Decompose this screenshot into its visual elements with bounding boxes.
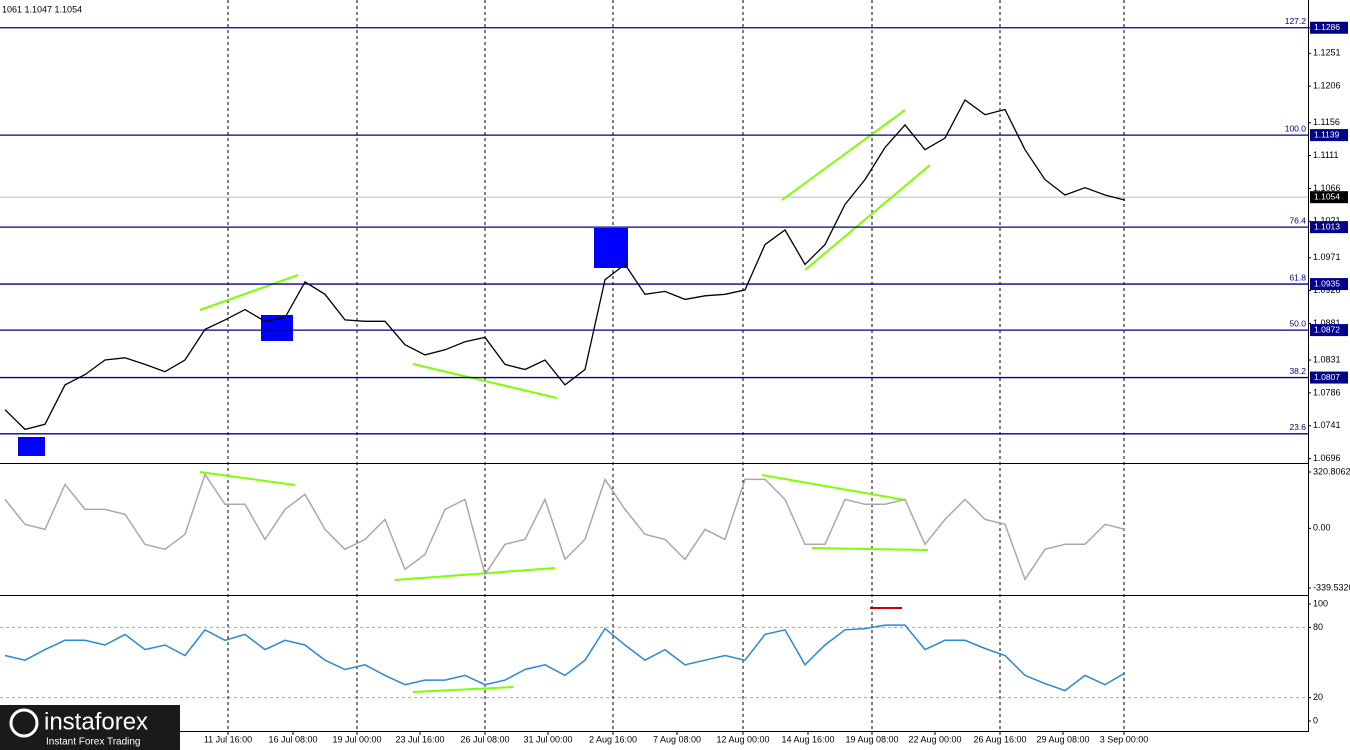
x-tick-label: 19 Aug 08:00	[845, 734, 898, 744]
trend-line	[199, 274, 299, 311]
x-tick-label: 14 Aug 16:00	[781, 734, 834, 744]
trend-line	[412, 363, 558, 399]
x-tick-label: 11 Jul 16:00	[204, 734, 252, 744]
y-tick-label: 1.0831	[1313, 354, 1341, 364]
level-badge	[1310, 324, 1348, 337]
level-badge-label: 1.0935	[1314, 278, 1340, 288]
x-tick-label: 16 Jul 08:00	[268, 734, 317, 744]
watermark-tagline: Instant Forex Trading	[46, 737, 141, 748]
x-tick-label: 26 Jul 08:00	[460, 734, 509, 744]
x-tick-label: 23 Jul 16:00	[395, 734, 444, 744]
watermark-brand: instaforex	[44, 708, 148, 735]
level-badge-label: 1.0807	[1314, 372, 1340, 382]
pattern-box	[18, 437, 45, 456]
y-tick-label: 100	[1313, 598, 1328, 608]
fib-label: 61.8	[1289, 272, 1306, 282]
divergence-lines	[199, 109, 931, 693]
level-badge	[1310, 278, 1348, 291]
y-tick-label: -339.5320	[1313, 582, 1350, 592]
x-tick-label: 3 Sep 00:00	[1100, 734, 1149, 744]
y-tick-label: 1.0741	[1313, 420, 1341, 430]
level-badge-label: 1.1286	[1314, 22, 1340, 32]
fib-label: 76.4	[1289, 215, 1306, 225]
y-tick-label: 1.0696	[1313, 453, 1341, 463]
header: 1061 1.1047 1.1054	[2, 4, 82, 14]
watermark: instaforex Instant Forex Trading	[0, 705, 180, 750]
level-badge-label: 1.1013	[1314, 221, 1340, 231]
level-badge	[1310, 221, 1348, 234]
x-tick-label: 22 Aug 00:00	[908, 734, 961, 744]
last-price-badge	[1310, 191, 1348, 204]
y-tick-label: 1.1206	[1313, 81, 1341, 91]
grid	[0, 0, 1308, 731]
trend-line	[781, 109, 906, 201]
trend-line	[394, 567, 556, 581]
fib-label: 100.0	[1285, 123, 1307, 133]
series-line	[4, 99, 1126, 431]
level-badge	[1310, 371, 1348, 384]
series-line	[4, 472, 1126, 581]
y-tick-label: 320.8062	[1313, 466, 1350, 476]
plot: 1.12861.12511.12061.11561.11111.10661.10…	[0, 16, 1350, 744]
last-price-label: 1.1054	[1314, 191, 1340, 201]
y-tick-label: 0.00	[1313, 523, 1331, 533]
y-tick-label: 20	[1313, 692, 1323, 702]
y-tick-label: 0	[1313, 715, 1318, 725]
fib-label: 127.2	[1285, 16, 1307, 26]
x-tick-label: 7 Aug 08:00	[653, 734, 701, 744]
watermark-logo	[9, 708, 39, 738]
y-tick-label: 1.1251	[1313, 48, 1341, 58]
x-tick-label: 2 Aug 16:00	[589, 734, 637, 744]
x-tick-label: 12 Aug 00:00	[716, 734, 769, 744]
trend-line	[804, 164, 931, 271]
trend-line	[199, 471, 296, 486]
fib-label: 38.2	[1289, 366, 1306, 376]
fib-label: 23.6	[1289, 422, 1306, 432]
x-tick-label: 29 Aug 08:00	[1036, 734, 1089, 744]
series-line	[4, 624, 1126, 692]
trend-line	[412, 686, 514, 693]
y-tick-label: 1.0971	[1313, 252, 1341, 262]
y-tick-label: 1.1066	[1313, 183, 1341, 193]
level-badge	[1310, 129, 1348, 142]
x-tick-label: 26 Aug 16:00	[973, 734, 1026, 744]
level-badge	[1310, 21, 1348, 34]
y-tick-label: 1.0881	[1313, 318, 1341, 328]
trend-line	[761, 474, 906, 501]
level-badge-label: 1.0872	[1314, 324, 1340, 334]
y-tick-label: 1.1021	[1313, 216, 1341, 226]
x-tick-label: 19 Jul 00:00	[332, 734, 381, 744]
pattern-box	[594, 228, 628, 268]
y-tick-label: 1.1156	[1313, 117, 1340, 127]
fib-label: 50.0	[1289, 318, 1306, 328]
y-tick-label: 1.1111	[1313, 150, 1339, 160]
y-tick-label: 80	[1313, 622, 1323, 632]
y-tick-label: 1.0786	[1313, 387, 1341, 397]
trend-line	[811, 547, 929, 551]
level-badge-label: 1.1139	[1314, 129, 1340, 139]
x-tick-label: 31 Jul 00:00	[523, 734, 572, 744]
